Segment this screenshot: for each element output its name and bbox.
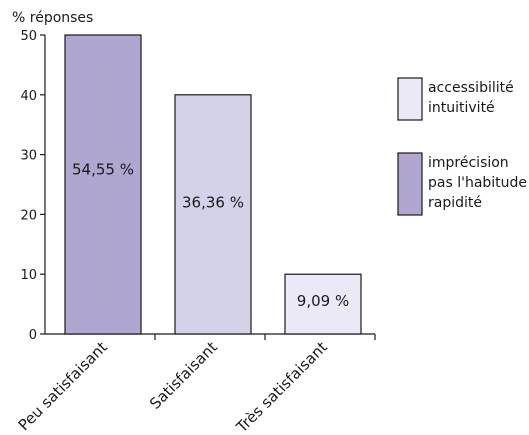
y-axis-title: % réponses — [12, 10, 93, 26]
legend-swatch — [397, 77, 423, 121]
legend-swatch — [397, 152, 423, 216]
y-tick-label: 0 — [29, 328, 37, 343]
bar — [64, 34, 142, 335]
y-tick-label: 40 — [20, 89, 37, 104]
legend-label: pas l'habitude — [428, 175, 527, 191]
x-category-label: Peu satisfaisant — [15, 338, 111, 431]
legend: accessibilité intuitivité imprécision pas l… — [397, 77, 527, 216]
x-category-label: Satisfaisant — [146, 338, 221, 413]
legend-label: accessibilité — [428, 80, 514, 96]
x-category-label: Très satisfaisant — [232, 338, 331, 431]
bar — [174, 94, 252, 335]
bar-data-label: 54,55 % — [72, 161, 134, 179]
legend-label: intuitivité — [428, 100, 495, 116]
y-tick-label: 20 — [20, 208, 37, 223]
bar-data-label: 9,09 % — [297, 292, 349, 310]
bar — [284, 273, 362, 335]
bars: 54,55 % 36,36 % 9,09 % — [64, 34, 362, 335]
legend-label: rapidité — [428, 195, 482, 211]
y-tick-label: 10 — [20, 268, 37, 283]
legend-label: imprécision — [428, 155, 509, 171]
y-tick-label: 50 — [20, 29, 37, 44]
bar-data-label: 36,36 % — [182, 193, 244, 211]
y-tick-label: 30 — [20, 149, 37, 164]
